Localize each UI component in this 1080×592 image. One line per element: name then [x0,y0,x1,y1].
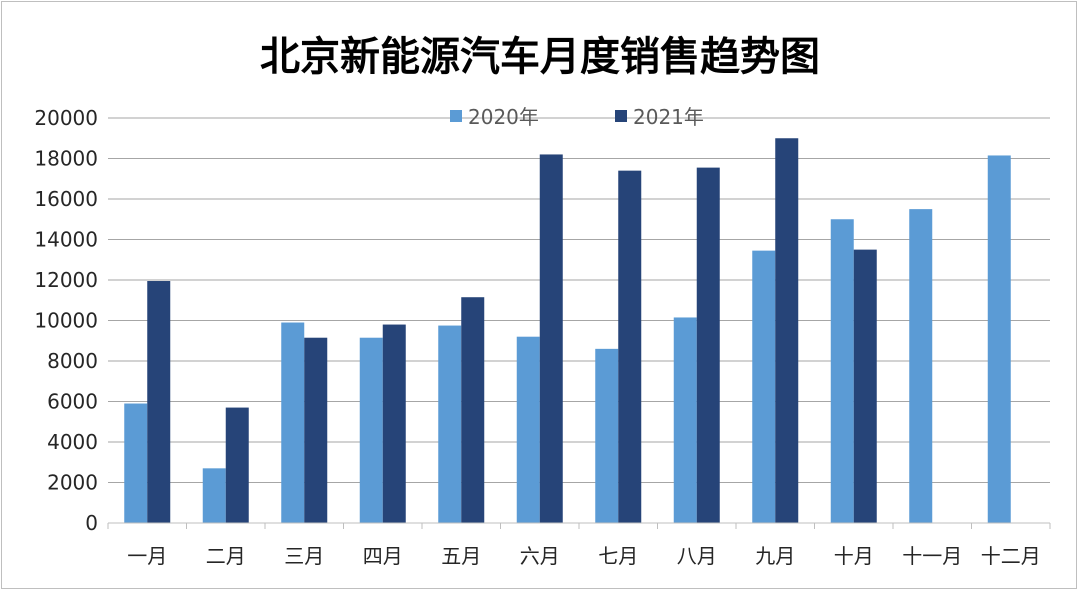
y-tick-label: 0 [85,511,98,535]
bar-2020年-十二月 [987,155,1011,523]
bar-2020年-八月 [673,317,697,523]
bars [124,138,1011,524]
bar-2021年-八月 [696,167,720,524]
bar-2021年-九月 [775,138,799,523]
bar-2020年-六月 [516,336,540,523]
legend-label: 2021年 [633,105,704,129]
x-tick-label: 十一月 [902,544,962,568]
chart-title: 北京新能源汽车月度销售趋势图 [260,34,820,80]
x-tick-label: 十月 [834,544,874,568]
x-tick-label: 六月 [520,544,560,568]
x-tick-label: 七月 [598,544,638,568]
x-tick-label: 十二月 [981,544,1041,568]
bar-2020年-十一月 [909,209,933,523]
x-tick-label: 三月 [284,544,324,568]
x-tick-label: 一月 [127,544,167,568]
x-tick-label: 四月 [363,544,403,568]
legend-label: 2020年 [468,105,539,129]
bar-2020年-九月 [752,250,776,523]
bar-2021年-七月 [618,170,642,523]
legend-swatch [450,110,462,122]
bar-2020年-五月 [438,325,462,523]
bar-2021年-四月 [382,324,406,523]
x-tick-label: 九月 [755,544,795,568]
y-tick-label: 20000 [34,106,98,130]
x-tick-label: 八月 [677,544,717,568]
bar-2020年-一月 [124,403,148,523]
y-tick-label: 10000 [34,309,98,333]
y-tick-label: 2000 [47,471,98,495]
bar-2020年-二月 [202,468,226,523]
bar-2021年-十月 [853,249,877,523]
legend-swatch [615,110,627,122]
y-tick-label: 12000 [34,268,98,292]
bar-2021年-三月 [304,337,328,523]
bar-2020年-四月 [359,337,383,523]
bar-2020年-三月 [281,322,305,523]
x-tick-label: 二月 [206,544,246,568]
bar-2021年-二月 [225,407,249,523]
x-axis-ticks: 一月 二月 三月 四月 五月 六月 七月 八月 九月 十月 十一月 十二月 [107,523,1051,568]
y-tick-label: 8000 [47,349,98,373]
gridlines [108,117,1050,483]
y-axis-ticks: 0 2000 4000 6000 8000 10000 12000 14000 16000 180… [34,106,98,535]
y-tick-label: 6000 [47,390,98,414]
bar-2021年-一月 [147,281,171,523]
y-tick-label: 4000 [47,430,98,454]
bar-2021年-六月 [539,154,563,523]
y-tick-label: 16000 [34,187,98,211]
bar-2020年-十月 [830,219,854,523]
y-tick-label: 18000 [34,147,98,171]
bar-2020年-七月 [595,348,619,523]
bar-2021年-五月 [461,297,485,523]
x-tick-label: 五月 [441,544,481,568]
y-tick-label: 14000 [34,228,98,252]
legend: 2020年 2021年 [450,105,704,129]
